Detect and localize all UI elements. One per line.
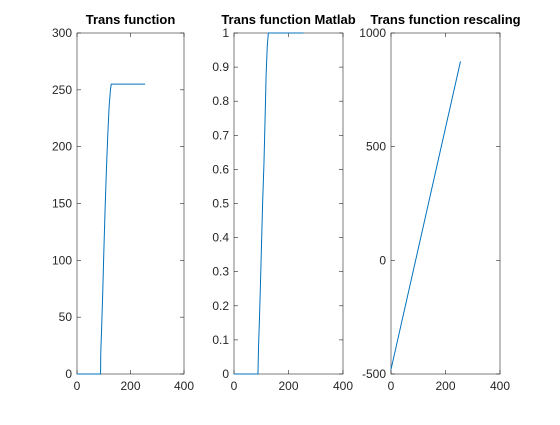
x-tick-label: 0 [231, 379, 238, 393]
chart-title: Trans function rescaling [370, 12, 520, 27]
y-tick-label: 0 [65, 367, 72, 381]
y-tick-label: 0.3 [212, 265, 229, 279]
y-tick-label: 0 [222, 367, 229, 381]
chart-title: Trans function [86, 12, 176, 27]
series-line [77, 83, 146, 375]
x-tick-label: 200 [120, 379, 140, 393]
x-tick-label: 0 [74, 379, 81, 393]
x-tick-label: 200 [278, 379, 298, 393]
y-tick-label: 1000 [359, 26, 386, 40]
x-tick-label: 400 [333, 379, 353, 393]
x-tick-label: 400 [174, 379, 194, 393]
y-tick-label: 300 [52, 26, 72, 40]
y-tick-label: 250 [52, 83, 72, 97]
y-tick-label: 50 [59, 310, 73, 324]
subplot-2: 0 200 400 0 0.1 0.2 0.3 0.4 0.5 0.6 0.7 0.8 0.9 1Tran… [212, 12, 355, 393]
y-tick-label: 150 [52, 197, 72, 211]
y-tick-label: 100 [52, 253, 72, 267]
y-tick-label: 0.2 [212, 299, 229, 313]
y-tick-label: 0 [379, 253, 386, 267]
y-tick-label: 0.9 [212, 60, 229, 74]
y-tick-label: 0.1 [212, 333, 229, 347]
y-tick-label: 0.8 [212, 94, 229, 108]
y-tick-label: 0.4 [212, 231, 229, 245]
series-line [234, 32, 304, 375]
y-tick-label: 1 [222, 26, 229, 40]
chart-title: Trans function Matlab [221, 12, 355, 27]
y-tick-label: 200 [52, 140, 72, 154]
y-tick-label: 0.7 [212, 128, 229, 142]
y-tick-label: 0.6 [212, 162, 229, 176]
axes-box [233, 32, 344, 375]
y-tick-label: -500 [362, 367, 386, 381]
y-tick-label: 0.5 [212, 197, 229, 211]
x-tick-label: 0 [388, 379, 395, 393]
subplot-1: 0 200 400 0 50 100 150 200 250 300 Trans function [52, 12, 194, 393]
x-tick-label: 200 [435, 379, 455, 393]
series-line [390, 61, 461, 370]
axes-box [390, 32, 501, 375]
x-tick-label: 400 [490, 379, 510, 393]
y-tick-label: 500 [366, 140, 386, 154]
